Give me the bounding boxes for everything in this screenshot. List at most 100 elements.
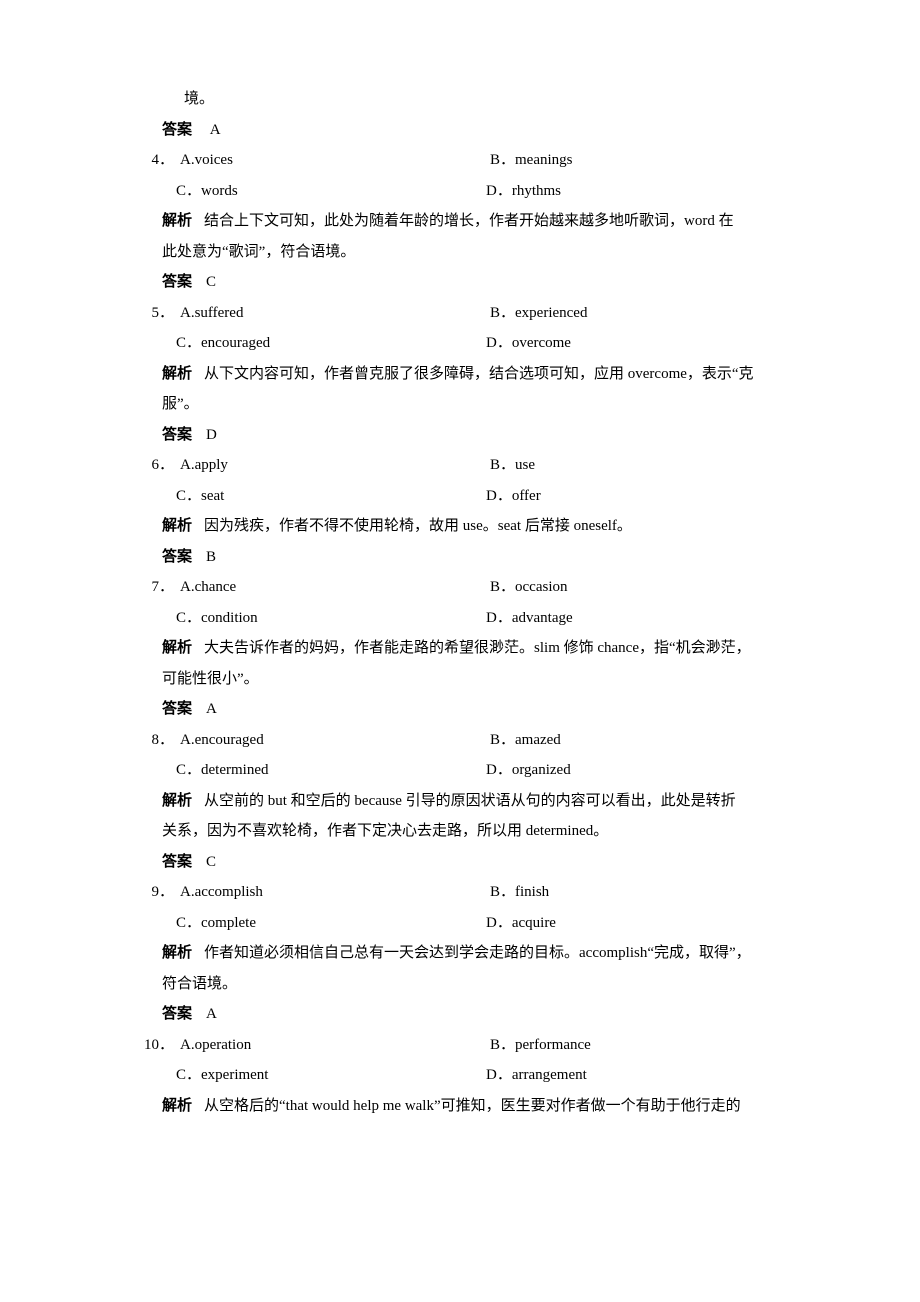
- options-ab: A.operationB．performance: [180, 1031, 790, 1060]
- options-cd: C．encouragedD．overcome: [140, 329, 790, 358]
- options-cd: C．determinedD．organized: [140, 756, 790, 785]
- option-a: A.chance: [180, 573, 490, 602]
- answer-value: A: [206, 1006, 217, 1022]
- option-c: C．complete: [176, 909, 486, 938]
- options-cd: C．conditionD．advantage: [140, 604, 790, 633]
- explanation-continuation: 关系，因为不喜欢轮椅，作者下定决心去走路，所以用 determined。: [140, 817, 790, 846]
- options-ab: A.voicesB．meanings: [180, 146, 790, 175]
- explanation-label: 解析: [162, 213, 192, 229]
- option-a: A.suffered: [180, 299, 490, 328]
- explanation-text: 因为残疾，作者不得不使用轮椅，故用 use。seat 后常接 oneself。: [204, 518, 632, 534]
- question-row: 9．A.accomplishB．finish: [140, 878, 790, 907]
- explanation-text: 从下文内容可知，作者曾克服了很多障碍，结合选项可知，应用 overcome，表示…: [204, 366, 754, 382]
- options-cd: C．wordsD．rhythms: [140, 177, 790, 206]
- option-a: A.encouraged: [180, 726, 490, 755]
- explanation-line: 解析从下文内容可知，作者曾克服了很多障碍，结合选项可知，应用 overcome，…: [140, 360, 790, 389]
- explanation-text: 作者知道必须相信自己总有一天会达到学会走路的目标。accomplish“完成，取…: [204, 945, 751, 961]
- explanation-line: 解析大夫告诉作者的妈妈，作者能走路的希望很渺茫。slim 修饰 chance，指…: [140, 634, 790, 663]
- explanation-text: 结合上下文可知，此处为随着年龄的增长，作者开始越来越多地听歌词，word 在: [204, 213, 734, 229]
- question-row: 6．A.applyB．use: [140, 451, 790, 480]
- answer-label: 答案: [162, 1006, 192, 1022]
- options-cd: C．completeD．acquire: [140, 909, 790, 938]
- option-a: A.voices: [180, 146, 490, 175]
- option-b: B．amazed: [490, 726, 790, 755]
- answer-value: A: [206, 701, 217, 717]
- explanation-line: 解析从空前的 but 和空后的 because 引导的原因状语从句的内容可以看出…: [140, 787, 790, 816]
- option-b: B．occasion: [490, 573, 790, 602]
- explanation-line: 解析因为残疾，作者不得不使用轮椅，故用 use。seat 后常接 oneself…: [140, 512, 790, 541]
- option-d: D．overcome: [486, 329, 790, 358]
- document-page: 境。 答案 A 4．A.voicesB．meaningsC．wordsD．rhy…: [0, 0, 920, 1302]
- answer-line: 答案 A: [140, 695, 790, 724]
- question-number: 10．: [140, 1031, 180, 1060]
- explanation-label: 解析: [162, 366, 192, 382]
- answer-value: B: [206, 549, 216, 565]
- option-c: C．encouraged: [176, 329, 486, 358]
- option-d: D．offer: [486, 482, 790, 511]
- options-ab: A.chanceB．occasion: [180, 573, 790, 602]
- option-c: C．condition: [176, 604, 486, 633]
- answer-line: 答案 B: [140, 543, 790, 572]
- options-ab: A.applyB．use: [180, 451, 790, 480]
- option-b: B．finish: [490, 878, 790, 907]
- question-row: 5．A.sufferedB．experienced: [140, 299, 790, 328]
- explanation-label: 解析: [162, 793, 192, 809]
- explanation-text: 大夫告诉作者的妈妈，作者能走路的希望很渺茫。slim 修饰 chance，指“机…: [204, 640, 751, 656]
- option-c: C．experiment: [176, 1061, 486, 1090]
- explanation-line: 解析作者知道必须相信自己总有一天会达到学会走路的目标。accomplish“完成…: [140, 939, 790, 968]
- option-c: C．determined: [176, 756, 486, 785]
- answer-label: 答案: [162, 854, 192, 870]
- option-b: B．experienced: [490, 299, 790, 328]
- questions-container: 4．A.voicesB．meaningsC．wordsD．rhythms解析结合…: [140, 146, 790, 1120]
- option-a: A.operation: [180, 1031, 490, 1060]
- explanation-continuation: 符合语境。: [140, 970, 790, 999]
- option-c: C．seat: [176, 482, 486, 511]
- option-d: D．advantage: [486, 604, 790, 633]
- explanation-label: 解析: [162, 518, 192, 534]
- explanation-label: 解析: [162, 1098, 192, 1114]
- explanation-line: 解析从空格后的“that would help me walk”可推知，医生要对…: [140, 1092, 790, 1121]
- question-row: 4．A.voicesB．meanings: [140, 146, 790, 175]
- question-number: 5．: [140, 299, 180, 328]
- answer-line: 答案 C: [140, 268, 790, 297]
- answer-label: 答案: [162, 122, 192, 138]
- answer-value: D: [206, 427, 217, 443]
- explanation-continuation: 服”。: [140, 390, 790, 419]
- option-d: D．acquire: [486, 909, 790, 938]
- option-d: D．rhythms: [486, 177, 790, 206]
- options-cd: C．seatD．offer: [140, 482, 790, 511]
- answer-value: C: [206, 274, 216, 290]
- options-ab: A.accomplishB．finish: [180, 878, 790, 907]
- question-number: 6．: [140, 451, 180, 480]
- answer-value: A: [210, 122, 221, 138]
- option-b: B．use: [490, 451, 790, 480]
- previous-answer-line: 答案 A: [140, 116, 790, 145]
- options-cd: C．experimentD．arrangement: [140, 1061, 790, 1090]
- option-b: B．performance: [490, 1031, 790, 1060]
- question-row: 8．A.encouragedB．amazed: [140, 726, 790, 755]
- question-number: 8．: [140, 726, 180, 755]
- answer-label: 答案: [162, 549, 192, 565]
- option-d: D．organized: [486, 756, 790, 785]
- question-number: 4．: [140, 146, 180, 175]
- question-number: 9．: [140, 878, 180, 907]
- question-row: 10．A.operationB．performance: [140, 1031, 790, 1060]
- explanation-label: 解析: [162, 945, 192, 961]
- explanation-text: 从空格后的“that would help me walk”可推知，医生要对作者…: [204, 1098, 741, 1114]
- option-b: B．meanings: [490, 146, 790, 175]
- options-ab: A.encouragedB．amazed: [180, 726, 790, 755]
- option-c: C．words: [176, 177, 486, 206]
- explanation-continuation: 可能性很小”。: [140, 665, 790, 694]
- explanation-continuation: 此处意为“歌词”，符合语境。: [140, 238, 790, 267]
- answer-line: 答案C: [140, 848, 790, 877]
- explanation-line: 解析结合上下文可知，此处为随着年龄的增长，作者开始越来越多地听歌词，word 在: [140, 207, 790, 236]
- options-ab: A.sufferedB．experienced: [180, 299, 790, 328]
- question-row: 7．A.chanceB．occasion: [140, 573, 790, 602]
- option-a: A.apply: [180, 451, 490, 480]
- answer-label: 答案: [162, 701, 192, 717]
- answer-label: 答案: [162, 427, 192, 443]
- option-a: A.accomplish: [180, 878, 490, 907]
- explanation-label: 解析: [162, 640, 192, 656]
- option-d: D．arrangement: [486, 1061, 790, 1090]
- answer-label: 答案: [162, 274, 192, 290]
